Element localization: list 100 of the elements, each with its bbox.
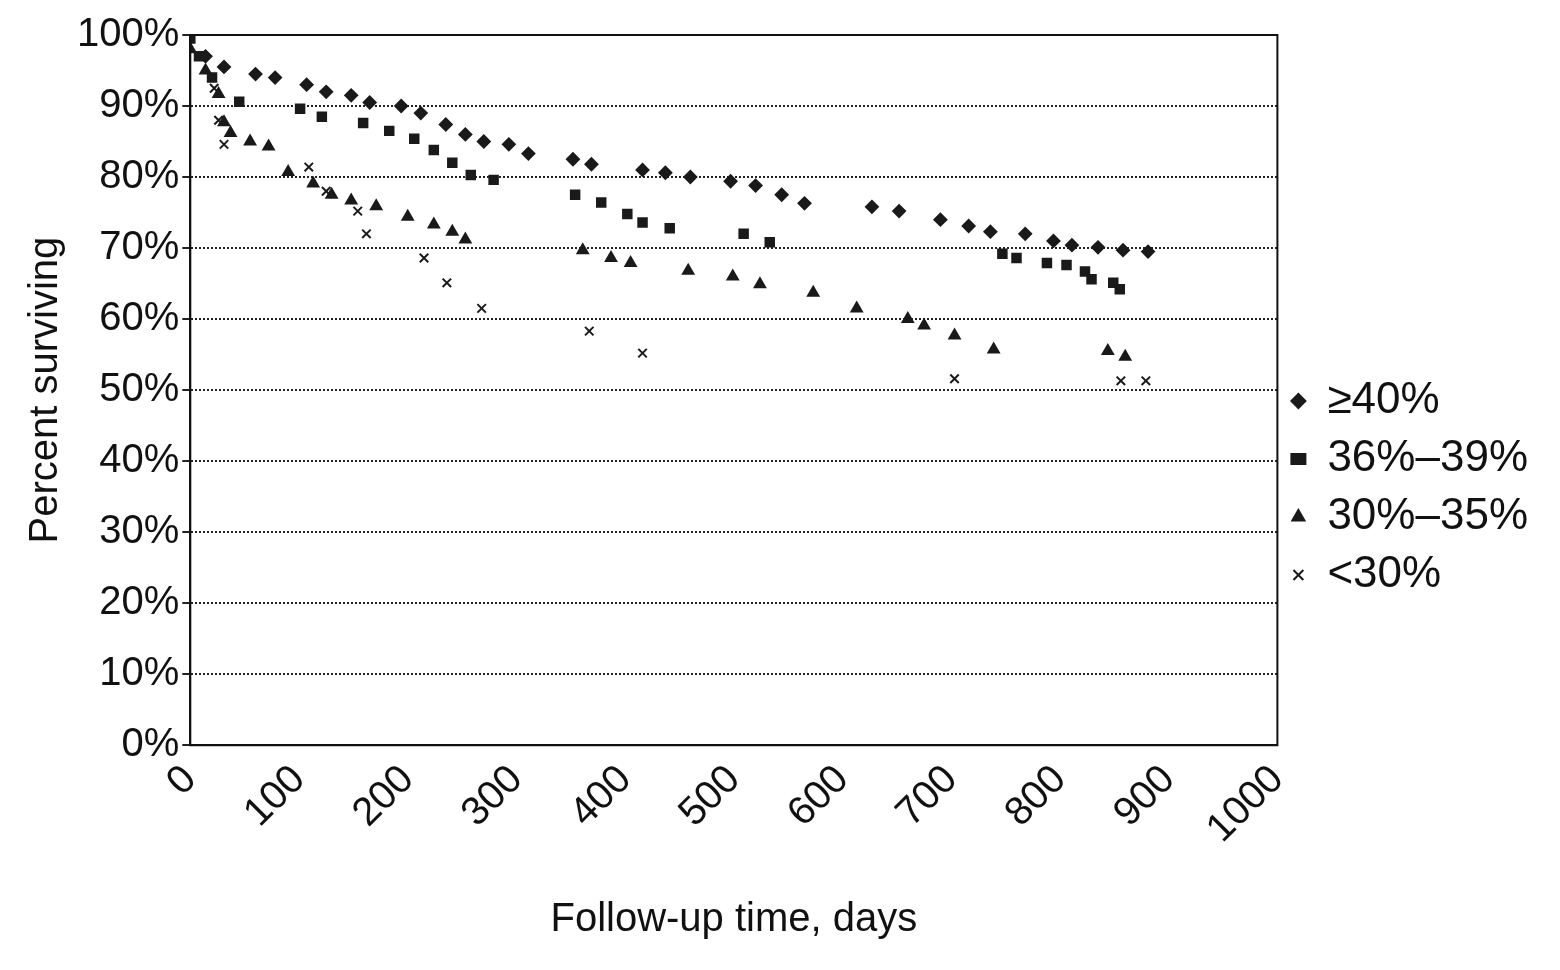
point xyxy=(933,212,948,227)
point xyxy=(447,157,458,169)
point xyxy=(206,72,218,83)
point xyxy=(569,189,581,201)
point xyxy=(352,205,363,217)
point xyxy=(748,178,763,193)
point xyxy=(217,115,231,127)
point xyxy=(281,165,295,177)
point xyxy=(213,114,224,126)
point xyxy=(1041,257,1053,269)
point xyxy=(441,277,453,289)
y-tick-label: 30% xyxy=(99,507,180,552)
point xyxy=(1141,244,1156,259)
point xyxy=(248,67,263,82)
point xyxy=(1140,375,1152,387)
point xyxy=(961,219,976,234)
point xyxy=(901,312,914,324)
point xyxy=(243,134,257,146)
y-tick-label: 80% xyxy=(99,152,180,197)
point xyxy=(319,84,334,99)
point xyxy=(217,59,232,74)
point xyxy=(294,103,306,115)
point xyxy=(1018,226,1033,241)
point xyxy=(1064,238,1079,253)
y-tick-label: 90% xyxy=(99,81,180,126)
point xyxy=(357,117,369,129)
x-tick-label: 200 xyxy=(342,755,422,834)
point xyxy=(864,199,879,214)
point xyxy=(1101,344,1115,356)
x-tick-label: 100 xyxy=(234,755,313,834)
point xyxy=(949,373,960,384)
point xyxy=(521,146,536,161)
point xyxy=(1079,266,1091,277)
y-tick-label: 70% xyxy=(99,223,180,268)
point xyxy=(306,176,320,188)
point xyxy=(948,328,961,340)
point xyxy=(262,139,275,151)
point xyxy=(401,209,414,221)
point xyxy=(1119,349,1132,361)
x-tick-label: 900 xyxy=(1103,755,1183,834)
x-axis-title: Follow-up time, days xyxy=(550,895,918,940)
point xyxy=(753,277,767,289)
point xyxy=(624,255,637,267)
point xyxy=(658,165,673,180)
point xyxy=(683,170,698,185)
point xyxy=(199,63,212,75)
point xyxy=(723,174,738,189)
point xyxy=(384,125,395,137)
point xyxy=(1114,283,1126,295)
point xyxy=(682,263,695,275)
point xyxy=(1061,259,1072,271)
point xyxy=(917,318,931,330)
point xyxy=(345,193,358,205)
point xyxy=(465,169,477,181)
x-tick-label: 700 xyxy=(886,755,965,834)
point xyxy=(299,77,314,92)
y-tick-label: 10% xyxy=(99,649,180,694)
point xyxy=(233,96,245,107)
point xyxy=(218,139,230,150)
point xyxy=(208,83,220,94)
point xyxy=(362,95,377,110)
point xyxy=(1115,375,1127,387)
point xyxy=(476,303,487,314)
point xyxy=(370,199,383,211)
point xyxy=(361,228,372,240)
x-tick-label: 600 xyxy=(777,755,857,834)
point xyxy=(983,224,998,239)
point xyxy=(987,342,1000,354)
x-tick-label: 800 xyxy=(995,755,1074,834)
point xyxy=(476,134,491,149)
point xyxy=(413,106,428,121)
point xyxy=(1116,243,1131,258)
y-tick-label: 20% xyxy=(99,578,180,623)
legend-label: 36%–39% xyxy=(1327,431,1529,481)
point xyxy=(1091,240,1106,255)
point xyxy=(501,137,516,152)
point xyxy=(637,347,648,359)
point xyxy=(584,325,595,337)
legend-label: ≥40% xyxy=(1327,373,1440,423)
point xyxy=(394,99,409,114)
point xyxy=(726,269,739,281)
point xyxy=(459,232,472,244)
point xyxy=(576,243,589,255)
y-axis-title: Percent surviving xyxy=(21,236,66,544)
y-tick-label: 50% xyxy=(99,365,180,410)
point xyxy=(604,250,618,262)
point xyxy=(595,197,607,208)
x-tick-label: 400 xyxy=(560,755,639,834)
point xyxy=(303,161,315,173)
point xyxy=(622,208,633,220)
point xyxy=(427,217,441,229)
point xyxy=(637,217,648,228)
point xyxy=(664,222,675,234)
point xyxy=(635,162,650,177)
y-tick-label: 100% xyxy=(76,10,180,55)
point xyxy=(268,70,283,85)
point xyxy=(212,86,225,98)
point xyxy=(438,117,453,132)
x-tick-label: 500 xyxy=(669,755,748,834)
point xyxy=(446,224,459,236)
